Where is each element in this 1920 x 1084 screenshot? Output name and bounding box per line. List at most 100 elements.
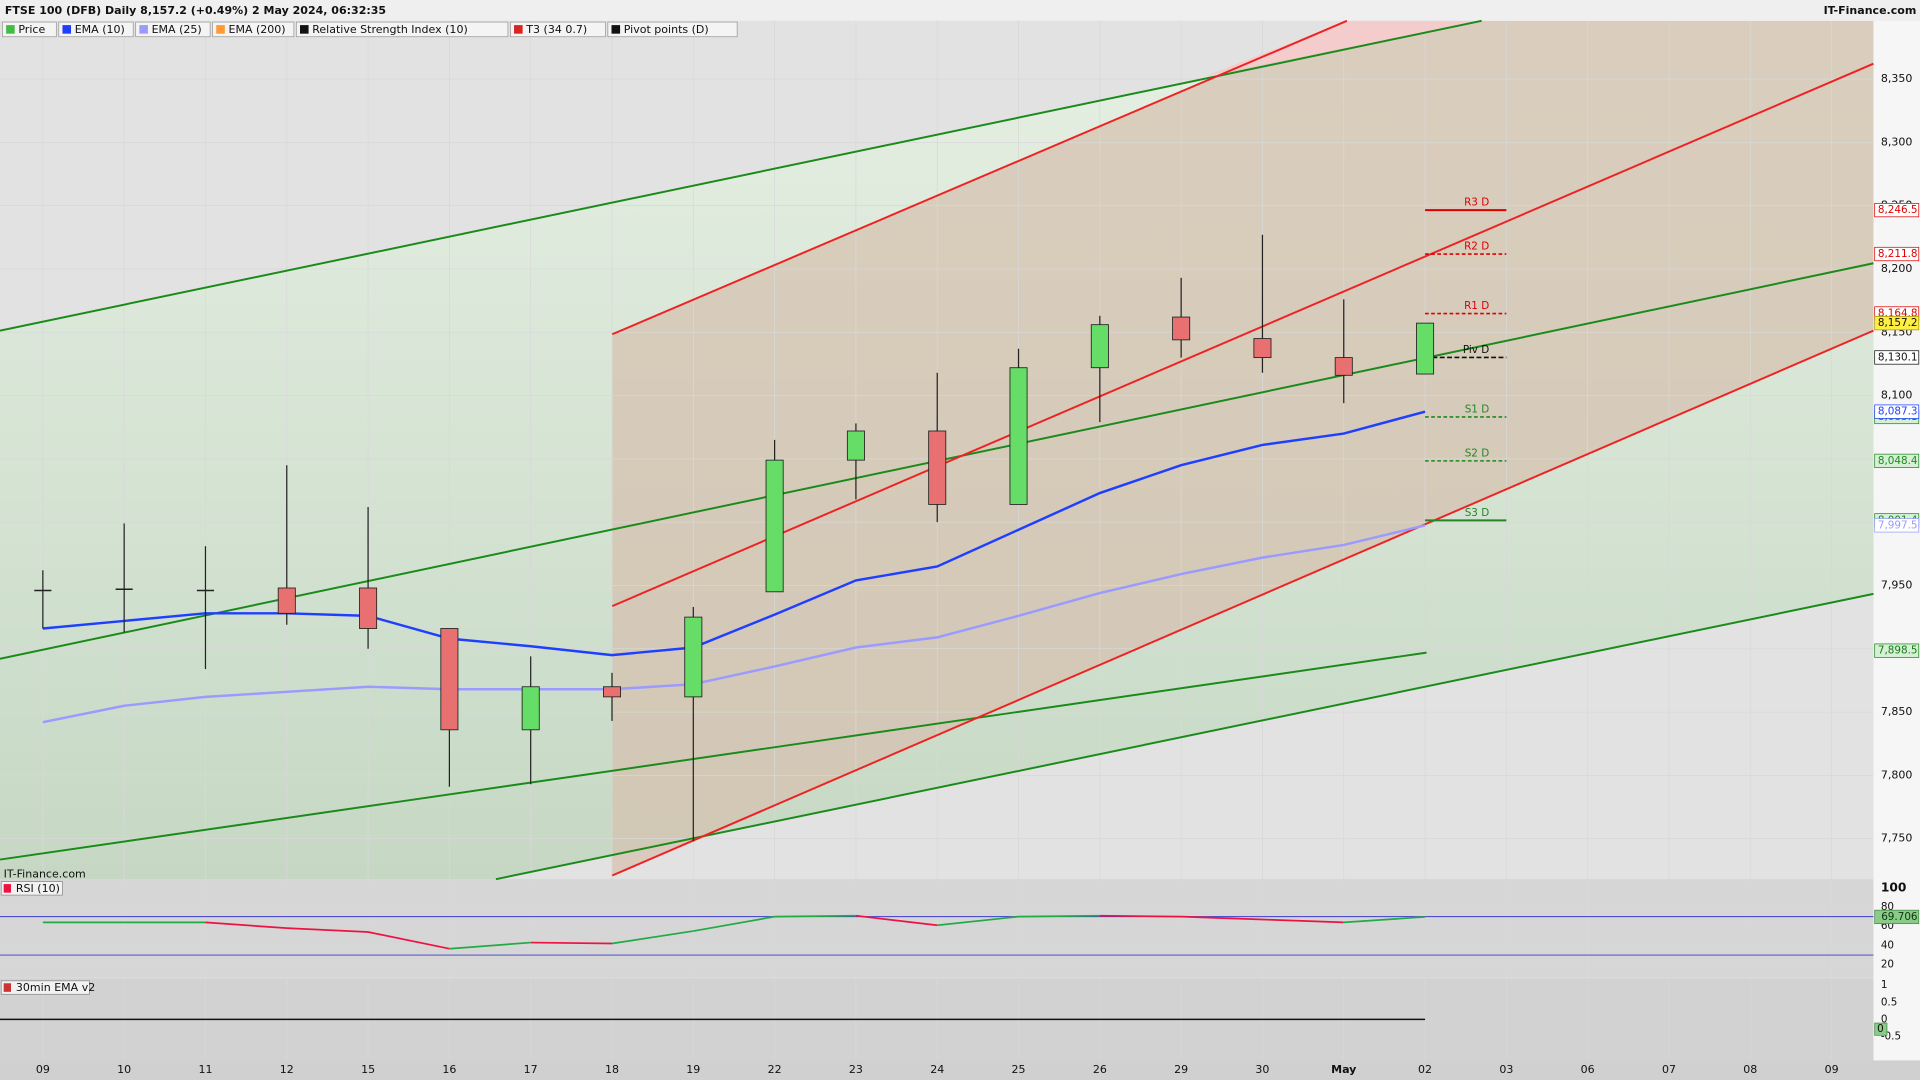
legend-swatch (514, 25, 523, 34)
x-tick-label: 02 (1418, 1063, 1432, 1076)
legend-item (212, 21, 295, 38)
brand: IT-Finance.com (1824, 4, 1917, 17)
legend-swatch (6, 25, 15, 34)
panel-title-swatch (3, 884, 12, 893)
axis-label-box (1874, 246, 1920, 262)
x-tick-label: 18 (605, 1063, 619, 1076)
x-tick-label: 19 (686, 1063, 700, 1076)
rsi-segment (530, 941, 613, 945)
y-tick-label: 0 (1881, 1013, 1888, 1025)
candle-body (1172, 316, 1191, 341)
candle-body (1090, 324, 1109, 369)
x-tick-label: 07 (1662, 1063, 1676, 1076)
candle-body (277, 587, 296, 614)
legend-label: EMA (25) (152, 23, 202, 36)
candle-body (765, 459, 784, 593)
candle-body (684, 616, 703, 698)
axis-label-box (1874, 1022, 1888, 1036)
candle-body (1416, 322, 1435, 375)
watermark: IT-Finance.com (4, 867, 86, 880)
x-tick-label: 09 (1825, 1063, 1839, 1076)
plot: 09 10 11 12 15 16 17 18 19 22 23 24 25 26 29 30 May 02 03 0… (0, 72, 1920, 1076)
candle-body (1334, 357, 1353, 376)
x-tick-label: 08 (1743, 1063, 1757, 1076)
pivot-name: Piv D (1463, 344, 1489, 356)
y-tick-label: 7,850 (1881, 705, 1913, 718)
y-axis (1873, 20, 1920, 1061)
x-tick-label: 17 (524, 1063, 538, 1076)
legend-label: Pivot points (D) (624, 23, 709, 36)
y-tick-label: 8,300 (1881, 135, 1913, 148)
panel-title-box (0, 881, 63, 896)
y-tick-label: 7,750 (1881, 832, 1913, 845)
rsi-segment (1181, 915, 1263, 921)
ema-line (42, 524, 1426, 724)
rsi-segment (449, 941, 531, 950)
title-bar (0, 0, 1920, 21)
axis-label-box (1874, 518, 1920, 533)
ema-line (42, 410, 1426, 657)
legend-item (607, 21, 738, 38)
legend-swatch (300, 25, 309, 34)
rsi-segment (855, 914, 938, 927)
x-tick-label: May (1331, 1063, 1356, 1076)
candle-body (359, 587, 378, 629)
x-tick-label: 25 (1012, 1063, 1026, 1076)
y-tick-label: 0.5 (1881, 996, 1898, 1008)
legend-item (295, 21, 509, 38)
legend-swatch (139, 25, 148, 34)
legend-label: EMA (10) (75, 23, 125, 36)
x-tick-label: 26 (1093, 1063, 1107, 1076)
y-tick-label: 8,350 (1881, 72, 1913, 85)
pivot-name: R3 D (1464, 197, 1489, 209)
red-channel-shade (612, 20, 1874, 876)
rsi-panel (0, 879, 1874, 978)
axis-label-box (1874, 404, 1920, 419)
axis-label: 7,997.5 (1878, 519, 1918, 531)
legend-swatch (611, 25, 621, 34)
trend-line (0, 651, 1427, 861)
rsi-segment (611, 930, 694, 945)
x-tick-label: 03 (1499, 1063, 1513, 1076)
rsi-segment (286, 927, 369, 933)
legend-item (2, 21, 57, 38)
x-tick-label: 24 (930, 1063, 944, 1076)
panel-title: RSI (10) (16, 882, 60, 895)
rsi-segment (205, 921, 287, 930)
axis-label-box (1874, 909, 1920, 925)
y-tick-label: 20 (1881, 959, 1894, 971)
legend-swatch (216, 25, 225, 34)
rsi-segment (1343, 916, 1426, 924)
candle-body (846, 430, 865, 461)
candle-body (928, 430, 947, 505)
axis-label: 0 (1877, 1023, 1884, 1035)
axis-label: 8,211.8 (1878, 248, 1918, 260)
panel-title-swatch (3, 983, 12, 992)
candle-body (440, 628, 459, 731)
axis-label-box (1874, 453, 1920, 468)
legend-item (58, 21, 134, 38)
legend-item (135, 21, 211, 38)
pivot-name: S3 D (1465, 507, 1490, 519)
rsi-segment (1099, 914, 1182, 918)
axis-label: 8,157.2 (1878, 317, 1918, 329)
pivot-name: R2 D (1464, 241, 1489, 253)
trend-line (611, 62, 1874, 608)
y-tick-label: 8,100 (1881, 389, 1913, 402)
x-tick-label: 12 (280, 1063, 294, 1076)
legend-item (509, 21, 606, 38)
axis-label: 8,048.4 (1878, 455, 1918, 467)
x-tick-label: 16 (442, 1063, 456, 1076)
x-tick-label: 09 (36, 1063, 50, 1076)
pivot-name: R1 D (1464, 300, 1489, 312)
axis-label: 8,087.3 (1878, 406, 1918, 418)
axis-label-box (1874, 316, 1920, 331)
y-tick-label: 1 (1881, 979, 1888, 991)
axis-label: 8,164.8 (1878, 308, 1918, 320)
legend-label: EMA (200) (228, 23, 285, 36)
candle-body (602, 686, 621, 698)
rsi-segment (937, 915, 1019, 927)
axis-label-box (1874, 202, 1920, 218)
